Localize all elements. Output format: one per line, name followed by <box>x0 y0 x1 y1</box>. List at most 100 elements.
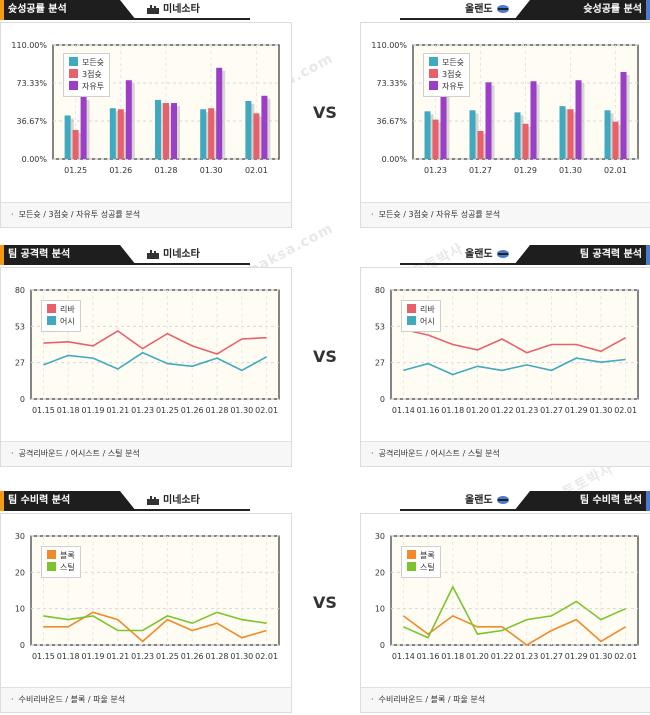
legend-label: 자유투 <box>442 82 465 91</box>
y-tick-label: 0 <box>380 641 385 650</box>
x-tick-label: 01.15 <box>32 652 55 661</box>
bar <box>200 109 207 159</box>
legend-item: 스틸 <box>47 562 75 574</box>
x-tick-label: 01.27 <box>469 166 492 175</box>
x-tick-label: 01.30 <box>200 166 223 175</box>
vs-label: VS <box>313 593 337 612</box>
y-tick-label: 27 <box>375 359 385 368</box>
x-tick-label: 01.23 <box>131 652 154 661</box>
x-tick-label: 01.21 <box>106 652 129 661</box>
x-tick-label: 01.18 <box>57 406 80 415</box>
right-team-title: 올랜도 <box>465 493 513 509</box>
left-team-title: 미네소타 <box>143 2 200 18</box>
legend-item: 모든슛 <box>429 57 464 69</box>
y-tick-label: 0 <box>20 395 25 404</box>
team-logo-icon <box>496 249 510 259</box>
vs-label: VS <box>313 103 337 122</box>
y-tick-label: 20 <box>375 568 385 577</box>
section-tag-left: 슛성공률 분석 <box>0 0 136 20</box>
y-tick-label: 53 <box>15 322 25 331</box>
right-team-name: 올랜도 <box>465 4 493 15</box>
legend-swatch <box>429 81 438 90</box>
section-tag-left: 팀 수비력 분석 <box>0 491 136 511</box>
y-tick-label: 0.00% <box>22 155 48 164</box>
footer-text: 모든슛 / 3점슛 / 자유투 성공률 분석 <box>378 210 501 219</box>
legend-swatch <box>69 81 78 90</box>
x-tick-label: 01.29 <box>514 166 537 175</box>
legend-label: 자유투 <box>82 82 105 91</box>
x-tick-label: 01.15 <box>32 406 55 415</box>
footer-text: 수비리바운드 / 블록 / 파울 분석 <box>378 695 486 704</box>
y-tick-label: 10 <box>15 605 25 614</box>
y-tick-label: 80 <box>15 286 25 295</box>
x-tick-label: 01.18 <box>441 652 464 661</box>
x-tick-label: 02.01 <box>255 652 278 661</box>
bar <box>261 95 268 159</box>
x-tick-label: 01.19 <box>82 652 105 661</box>
x-tick-label: 01.28 <box>206 652 229 661</box>
defense-section: 팀 수비력 분석 팀 수비력 분석 미네소타 올랜도 0 10 20 30 01.15 0… <box>0 491 650 713</box>
bar <box>80 96 87 159</box>
legend-label: 스틸 <box>60 563 75 572</box>
legend-swatch <box>407 562 416 571</box>
x-tick-label: 01.16 <box>417 406 440 415</box>
team-logo-icon <box>146 249 160 259</box>
bar <box>522 123 529 159</box>
x-tick-label: 01.27 <box>540 652 563 661</box>
x-tick-label: 01.26 <box>109 166 132 175</box>
x-tick-label: 02.01 <box>255 406 278 415</box>
chart-footer: · 공격리바운드 / 어시스트 / 스틸 분석 <box>1 441 291 466</box>
legend-label: 블록 <box>60 551 75 560</box>
legend-item: 자유투 <box>69 81 104 93</box>
x-tick-label: 01.30 <box>230 406 253 415</box>
series-line <box>43 351 267 372</box>
y-tick-label: 53 <box>375 322 385 331</box>
right-chart-panel: 0.00% 36.67% 73.33% 110.00% 01.23 01.27 01.29 0… <box>360 22 650 228</box>
legend-label: 3점슛 <box>442 70 462 79</box>
x-tick-label: 01.23 <box>424 166 447 175</box>
y-tick-label: 80 <box>375 286 385 295</box>
bar <box>575 80 582 159</box>
x-tick-label: 01.30 <box>589 652 612 661</box>
legend-swatch <box>47 304 56 313</box>
legend-label: 리바 <box>60 305 75 314</box>
bar <box>567 109 574 159</box>
y-tick-label: 36.67% <box>376 117 407 126</box>
chart-footer: · 모든슛 / 3점슛 / 자유투 성공률 분석 <box>361 202 650 227</box>
footer-text: 모든슛 / 3점슛 / 자유투 성공률 분석 <box>18 210 141 219</box>
bar <box>117 109 124 159</box>
legend-label: 모든슛 <box>82 58 105 67</box>
bar <box>432 119 439 159</box>
legend-swatch <box>407 550 416 559</box>
y-tick-label: 30 <box>375 532 385 541</box>
legend-item: 어시 <box>407 316 435 328</box>
legend-item: 모든슛 <box>69 57 104 69</box>
footer-text: 수비리바운드 / 블록 / 파울 분석 <box>18 695 126 704</box>
chart-footer: · 공격리바운드 / 어시스트 / 스틸 분석 <box>361 441 650 466</box>
series-line <box>403 585 626 639</box>
left-team-name: 미네소타 <box>163 4 200 15</box>
x-tick-label: 01.29 <box>565 406 588 415</box>
x-tick-label: 01.20 <box>466 652 489 661</box>
shooting-section: 슛성공률 분석 슛성공률 분석 미네소타 올랜도 0.00% 36.67% 73.3… <box>0 0 650 228</box>
legend-label: 모든슛 <box>442 58 465 67</box>
bar <box>514 112 521 159</box>
legend-label: 리바 <box>420 305 435 314</box>
x-tick-label: 01.26 <box>181 406 204 415</box>
legend-swatch <box>407 316 416 325</box>
x-tick-label: 01.20 <box>466 406 489 415</box>
team-logo-icon <box>496 4 510 14</box>
bar <box>604 110 611 159</box>
y-tick-label: 20 <box>15 568 25 577</box>
legend-label: 어시 <box>420 317 435 326</box>
x-tick-label: 01.25 <box>64 166 87 175</box>
x-tick-label: 01.19 <box>82 406 105 415</box>
section-tag-left: 팀 공격력 분석 <box>0 245 136 265</box>
x-tick-label: 01.26 <box>181 652 204 661</box>
legend-label: 어시 <box>60 317 75 326</box>
legend-item: 스틸 <box>407 562 435 574</box>
legend-label: 스틸 <box>420 563 435 572</box>
y-tick-label: 110.00% <box>371 41 407 50</box>
left-chart-panel: 0 10 20 30 01.15 01.18 01.19 01.21 01.23 01.25 01.… <box>0 513 292 713</box>
